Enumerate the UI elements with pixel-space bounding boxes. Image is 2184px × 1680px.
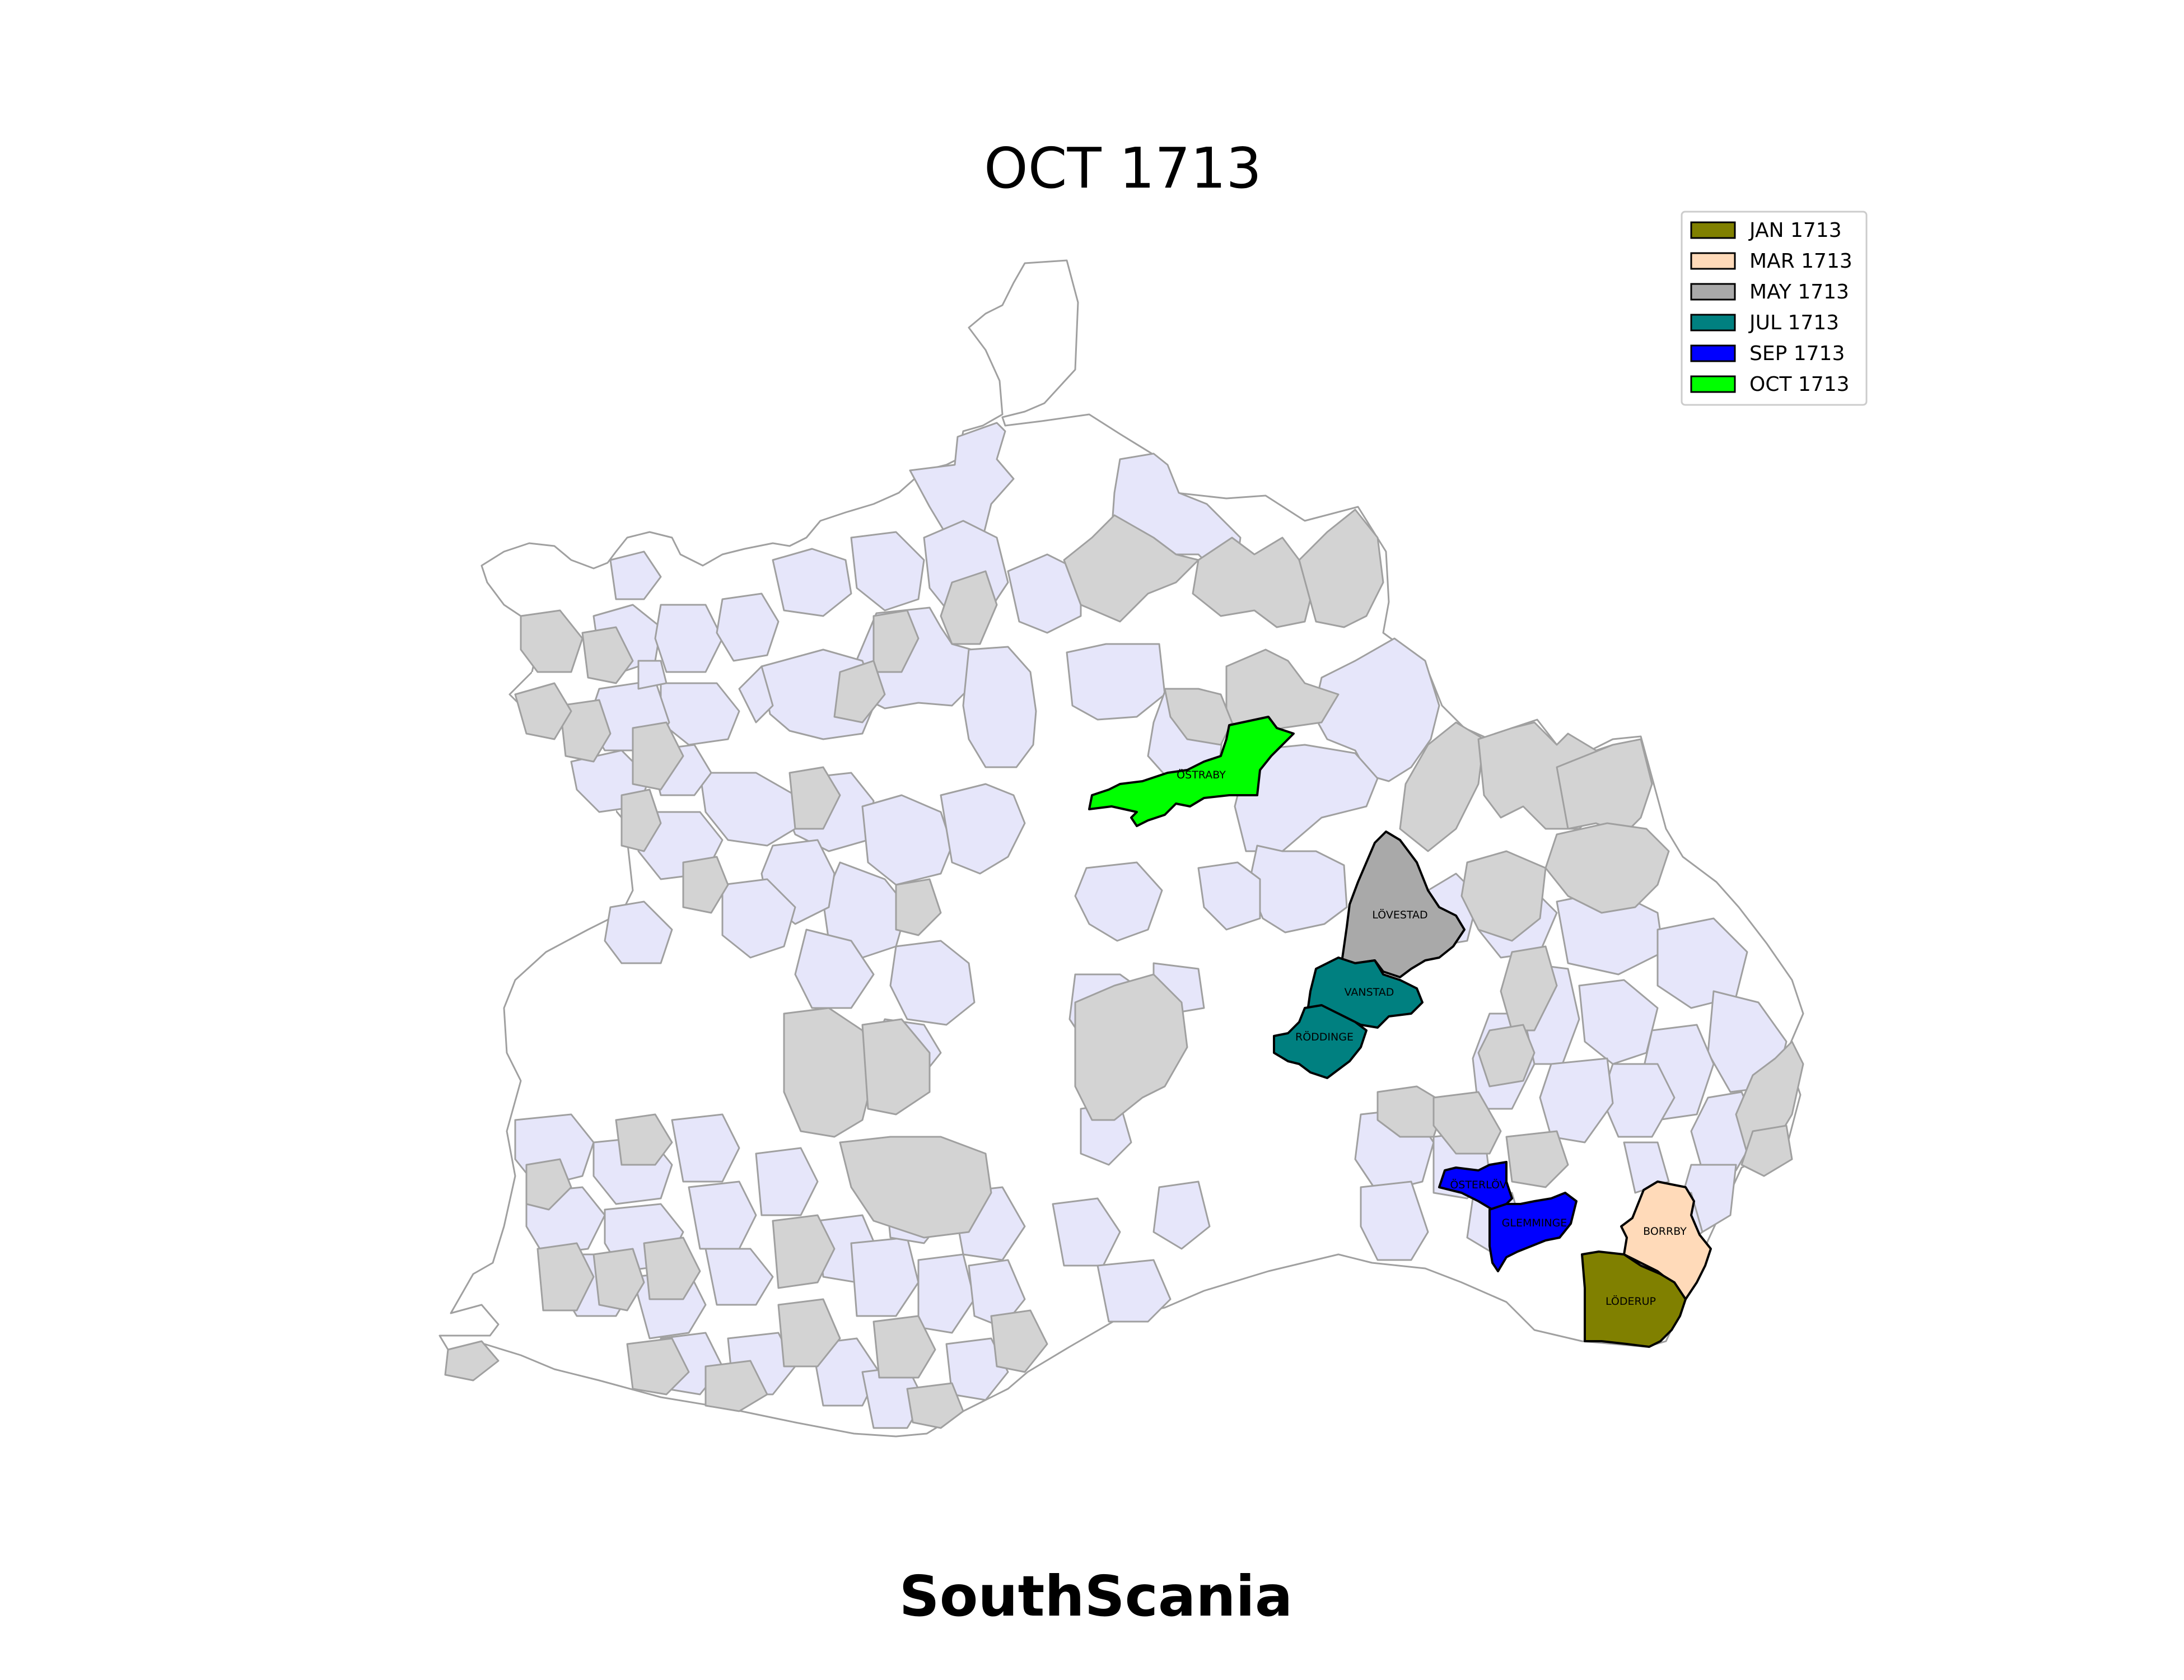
legend-label: MAY 1713 bbox=[1749, 281, 1849, 304]
parish-glemminge[interactable] bbox=[1488, 1192, 1578, 1272]
label-lovestad: LÖVESTAD bbox=[1372, 908, 1427, 921]
legend-label: MAR 1713 bbox=[1749, 250, 1852, 273]
legend-item: SEP 1713 bbox=[1690, 342, 1845, 365]
legend-swatch bbox=[1690, 344, 1736, 362]
parish-osterlov[interactable] bbox=[1438, 1161, 1513, 1211]
label-glemminge: GLEMMINGE bbox=[1502, 1217, 1567, 1229]
legend-item: JAN 1713 bbox=[1690, 219, 1842, 242]
gray-parishes bbox=[444, 508, 1804, 1429]
parish-loderup[interactable] bbox=[1581, 1250, 1687, 1348]
region-name: SouthScania bbox=[899, 1564, 1293, 1629]
parish-ostraby[interactable] bbox=[1088, 716, 1295, 827]
map-title: OCT 1713 bbox=[984, 136, 1262, 201]
legend-swatch bbox=[1690, 252, 1736, 270]
label-ostraby: ÖSTRABY bbox=[1177, 768, 1226, 781]
legend-label: SEP 1713 bbox=[1749, 342, 1845, 365]
legend-swatch bbox=[1690, 283, 1736, 301]
label-osterlov: ÖSTERLÖV bbox=[1450, 1178, 1506, 1191]
legend-item: MAR 1713 bbox=[1690, 250, 1852, 273]
legend-label: OCT 1713 bbox=[1749, 373, 1850, 396]
legend-swatch bbox=[1690, 375, 1736, 393]
parish-lovestad[interactable] bbox=[1340, 830, 1466, 978]
legend-swatch bbox=[1690, 314, 1736, 332]
label-roddinge: RÖDDINGE bbox=[1295, 1030, 1354, 1043]
legend-label: JAN 1713 bbox=[1748, 219, 1842, 242]
legend-item: MAY 1713 bbox=[1690, 281, 1849, 304]
label-borrby: BORRBY bbox=[1643, 1225, 1687, 1238]
legend-swatch bbox=[1690, 221, 1736, 239]
parish-labels: ÖSTRABY LÖVESTAD VANSTAD RÖDDINGE ÖSTERL… bbox=[1177, 768, 1687, 1308]
parish-roddinge[interactable] bbox=[1273, 1004, 1368, 1079]
legend-item: JUL 1713 bbox=[1690, 311, 1839, 334]
label-vanstad: VANSTAD bbox=[1345, 986, 1394, 998]
highlighted-parishes bbox=[1088, 716, 1712, 1348]
legend: JAN 1713 MAR 1713 MAY 1713 JUL 1713 SEP … bbox=[1681, 211, 1868, 406]
label-loderup: LÖDERUP bbox=[1606, 1295, 1656, 1308]
legend-item: OCT 1713 bbox=[1690, 373, 1850, 396]
legend-label: JUL 1713 bbox=[1748, 311, 1839, 334]
